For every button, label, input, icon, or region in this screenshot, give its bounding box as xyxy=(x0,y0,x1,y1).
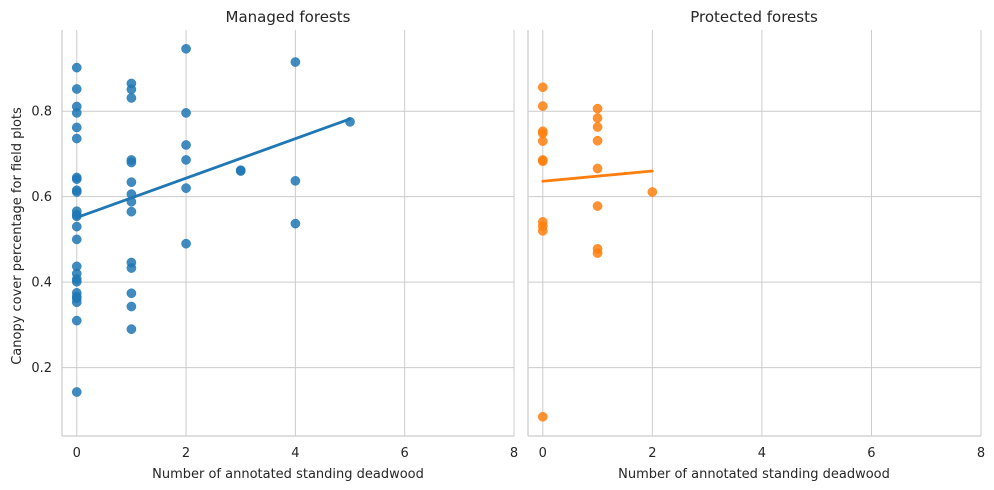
x-tick-labels: 0 2 4 6 8 xyxy=(73,446,519,461)
data-point xyxy=(181,155,191,165)
x-tick-label: 4 xyxy=(758,446,766,461)
trend-line xyxy=(541,169,654,183)
y-tick-label: 0.4 xyxy=(31,276,52,291)
data-point xyxy=(71,276,82,287)
trend-line xyxy=(75,117,352,220)
data-point xyxy=(71,315,82,326)
data-point xyxy=(290,57,301,67)
x-tick-label: 6 xyxy=(401,446,409,461)
data-point xyxy=(592,103,603,114)
data-point xyxy=(647,187,658,197)
data-point xyxy=(181,238,191,249)
data-point xyxy=(592,122,603,132)
x-axis-label: Number of annotated standing deadwood xyxy=(152,467,424,482)
x-tick-label: 2 xyxy=(182,446,190,461)
data-point xyxy=(592,163,603,174)
data-point xyxy=(71,387,82,397)
data-point xyxy=(537,136,548,146)
x-tick-label: 6 xyxy=(867,446,875,461)
y-tick-label: 0.2 xyxy=(31,361,52,376)
x-tick-label: 8 xyxy=(977,446,985,461)
data-point xyxy=(537,156,548,167)
data-point xyxy=(126,84,137,95)
data-point xyxy=(235,166,246,176)
data-point xyxy=(537,411,548,422)
x-tick-label: 8 xyxy=(510,446,518,461)
data-point xyxy=(290,218,301,229)
data-point xyxy=(71,62,82,73)
data-point xyxy=(126,324,137,335)
data-point xyxy=(537,82,548,93)
regression-line xyxy=(541,169,654,183)
data-point xyxy=(71,174,82,185)
y-tick-labels: 0.2 0.4 0.6 0.8 xyxy=(31,105,52,376)
panel-protected-forests: 0 2 4 6 8 Protected forests Number of annota… xyxy=(527,8,985,482)
data-point xyxy=(290,176,301,186)
data-point xyxy=(181,140,191,150)
data-point xyxy=(126,263,137,273)
gridlines xyxy=(528,30,982,436)
data-point xyxy=(592,135,603,146)
data-point xyxy=(71,187,82,197)
x-tick-label: 0 xyxy=(73,446,81,461)
data-point xyxy=(592,201,603,211)
data-point xyxy=(71,122,82,133)
panel-managed-forests: 0 2 4 6 8 0.2 0.4 0.6 0.8 Managed forests Numbe… xyxy=(10,8,518,482)
data-point xyxy=(126,206,137,217)
data-point xyxy=(181,183,191,193)
data-point xyxy=(181,108,191,118)
data-point xyxy=(126,93,137,103)
scatter-points xyxy=(71,43,355,397)
scatter-points xyxy=(537,82,658,422)
data-point xyxy=(71,221,82,232)
regression-line xyxy=(75,117,352,220)
data-point xyxy=(126,157,137,168)
data-point xyxy=(537,226,548,236)
y-tick-label: 0.8 xyxy=(31,105,52,120)
gridlines xyxy=(62,30,515,436)
data-point xyxy=(537,101,548,111)
data-point xyxy=(71,297,82,308)
x-axis-label: Number of annotated standing deadwood xyxy=(618,467,890,482)
data-point xyxy=(71,133,82,144)
y-tick-label: 0.6 xyxy=(31,190,52,205)
data-point xyxy=(71,234,82,245)
panel-title: Protected forests xyxy=(690,8,818,26)
x-tick-label: 2 xyxy=(648,446,656,461)
panel-title: Managed forests xyxy=(226,8,351,26)
data-point xyxy=(592,248,603,258)
x-tick-label: 0 xyxy=(539,446,547,461)
data-point xyxy=(126,177,137,187)
y-axis-label: Canopy cover percentage for field plots xyxy=(10,107,25,365)
x-tick-labels: 0 2 4 6 8 xyxy=(539,446,985,461)
data-point xyxy=(71,84,82,94)
x-tick-label: 4 xyxy=(291,446,299,461)
data-point xyxy=(181,43,191,54)
data-point xyxy=(126,288,137,299)
data-point xyxy=(126,301,137,312)
data-point xyxy=(71,108,82,118)
data-point xyxy=(592,113,603,123)
